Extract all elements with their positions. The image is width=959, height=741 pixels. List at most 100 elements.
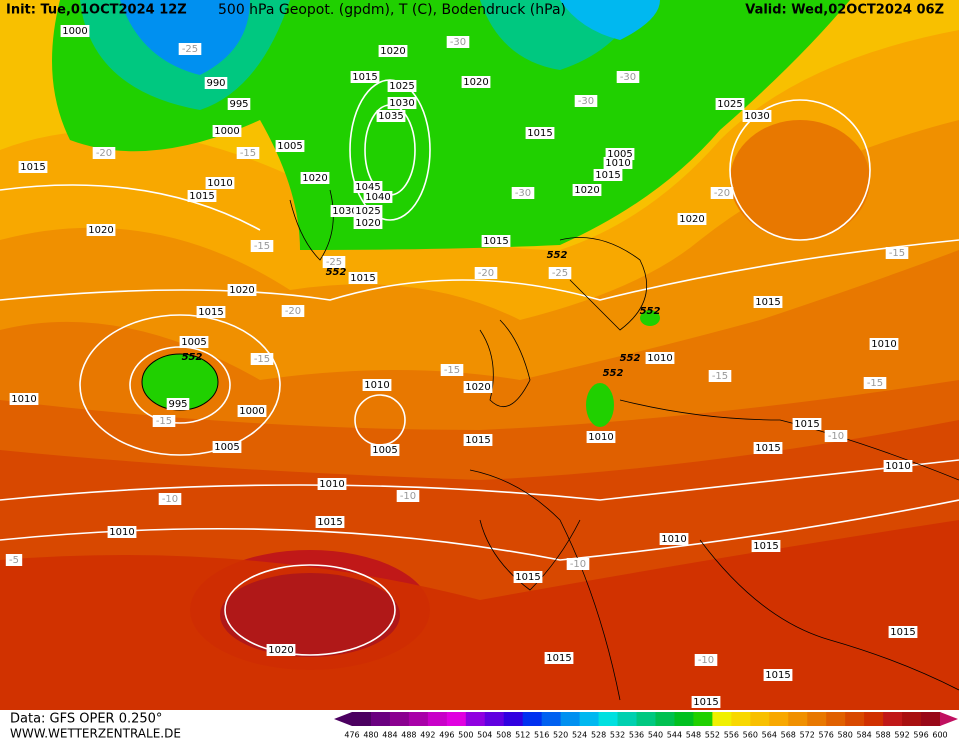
pressure-label-box <box>376 110 406 122</box>
pressure-label: 1025 <box>717 99 742 110</box>
pressure-label-box <box>603 157 633 169</box>
temperature-label-box <box>708 370 732 382</box>
pressure-label: 1020 <box>380 46 405 57</box>
pressure-label-box <box>348 272 378 284</box>
pressure-label: 1010 <box>207 178 232 189</box>
colorbar-swatch <box>845 712 865 726</box>
pressure-label: 1020 <box>679 214 704 225</box>
colorbar-label: 504 <box>477 731 492 740</box>
temperature-label-box <box>710 187 734 199</box>
colorbar-label: 540 <box>648 731 663 740</box>
pressure-label: 1010 <box>364 380 389 391</box>
pressure-label-box <box>212 441 242 453</box>
colorbar-swatch <box>921 712 941 726</box>
pressure-label: 1015 <box>483 236 508 247</box>
pressure-label-box <box>715 98 745 110</box>
colorbar-label: 580 <box>838 731 853 740</box>
pressure-label-box <box>353 217 383 229</box>
temperature-label: -15 <box>254 354 270 365</box>
temperature-label: -30 <box>578 96 594 107</box>
pressure-label-box <box>179 336 209 348</box>
pressure-label-box <box>227 98 251 110</box>
pressure-label-box <box>353 205 383 217</box>
pressure-label: 1015 <box>890 627 915 638</box>
temperature-label-box <box>236 147 260 159</box>
temperature-label-box <box>694 654 718 666</box>
pressure-label: 1040 <box>365 192 390 203</box>
data-source: Data: GFS OPER 0.250° <box>10 712 162 727</box>
pressure-label-box <box>691 696 721 708</box>
pressure-label-box <box>300 172 330 184</box>
pressure-label: 1015 <box>20 162 45 173</box>
pressure-label: 1020 <box>268 645 293 656</box>
colorbar-swatch <box>674 712 694 726</box>
pressure-label-box <box>869 338 899 350</box>
colorbar-swatch <box>636 712 656 726</box>
pressure-label-box <box>763 669 793 681</box>
temperature-label: -15 <box>889 248 905 259</box>
pressure-label-box <box>792 418 822 430</box>
pressure-label-box <box>212 125 242 137</box>
pressure-label: 1015 <box>755 443 780 454</box>
colorbar-swatch <box>826 712 846 726</box>
pressure-label: 1015 <box>198 307 223 318</box>
pressure-label-box <box>204 77 228 89</box>
field-green <box>640 310 660 326</box>
pressure-label: 1010 <box>885 461 910 472</box>
height-label: 552 <box>547 250 568 261</box>
temperature-label: -30 <box>515 188 531 199</box>
temperature-label: -5 <box>9 555 19 566</box>
temperature-label: -25 <box>326 257 342 268</box>
colorbar-swatch <box>693 712 713 726</box>
pressure-label: 1010 <box>647 353 672 364</box>
pressure-label: 1020 <box>465 382 490 393</box>
field-blue <box>560 0 660 40</box>
colorbar-label: 564 <box>762 731 777 740</box>
pressure-label: 1005 <box>214 442 239 453</box>
field-ridge <box>730 120 870 240</box>
height-label: 552 <box>182 352 203 363</box>
temperature-label-box <box>92 147 116 159</box>
pressure-label: 1030 <box>744 111 769 122</box>
temperature-label: -10 <box>400 491 416 502</box>
pressure-label: 1015 <box>765 670 790 681</box>
colorbar-label: 500 <box>458 731 473 740</box>
temperature-label: -30 <box>450 37 466 48</box>
colorbar-label: 520 <box>553 731 568 740</box>
colorbar-swatch <box>731 712 751 726</box>
temperature-label: -25 <box>182 44 198 55</box>
height-label: 552 <box>640 306 661 317</box>
pressure-label-box <box>888 626 918 638</box>
colorbar-swatch <box>427 712 448 726</box>
temperature-label-box <box>178 43 202 55</box>
pressure-label-box <box>481 235 511 247</box>
pressure-label: 1005 <box>181 337 206 348</box>
pressure-label: 1015 <box>317 517 342 528</box>
pressure-label-box <box>593 169 623 181</box>
colorbar-label: 556 <box>724 731 739 740</box>
colorbar-swatch <box>750 712 770 726</box>
temperature-label: -10 <box>570 559 586 570</box>
temperature-label: -20 <box>285 306 301 317</box>
pressure-label: 1035 <box>378 111 403 122</box>
pressure-label-box <box>60 25 90 37</box>
height-label: 552 <box>326 267 347 278</box>
pressure-label: 1020 <box>463 77 488 88</box>
pressure-label-box <box>525 127 555 139</box>
colorbar-label: 532 <box>610 731 625 740</box>
temperature-label-box <box>885 247 909 259</box>
pressure-label-box <box>107 526 137 538</box>
pressure-label-box <box>753 442 783 454</box>
pressure-label: 1030 <box>332 206 357 217</box>
pressure-label: 1010 <box>11 394 36 405</box>
pressure-label: 1010 <box>661 534 686 545</box>
colorbar-label: 476 <box>344 731 359 740</box>
colorbar-swatch <box>446 712 467 726</box>
colorbar-swatch <box>352 712 372 726</box>
pressure-label-box <box>753 296 783 308</box>
colorbar-label: 548 <box>686 731 701 740</box>
pressure-label: 1010 <box>109 527 134 538</box>
colorbar-label: 528 <box>591 731 606 740</box>
colorbar-label: 480 <box>363 731 378 740</box>
colorbar-label: 536 <box>629 731 644 740</box>
